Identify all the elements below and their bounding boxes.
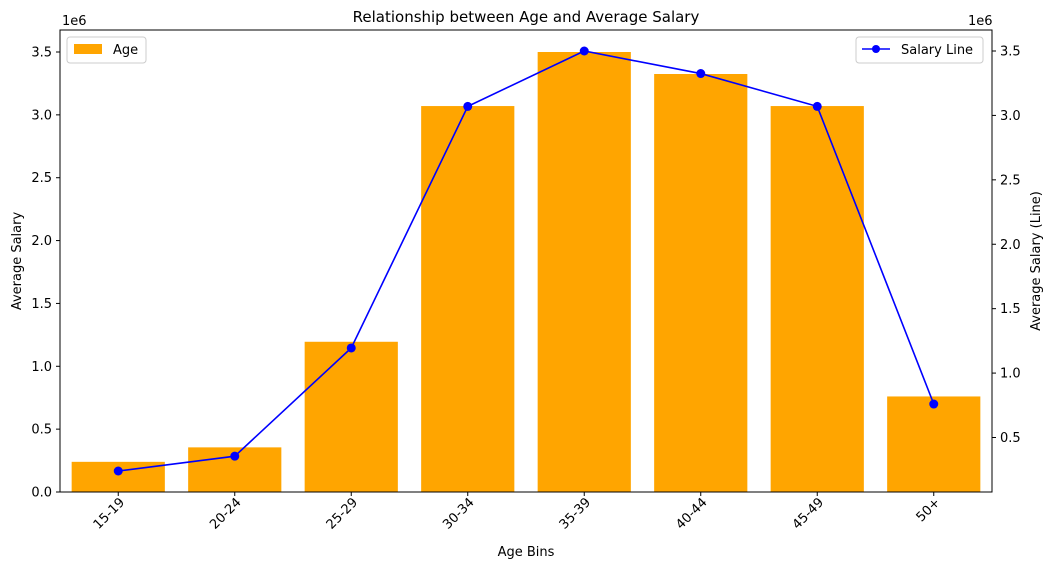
y-tick-label: 3.5 xyxy=(31,46,52,61)
axes-group: 0.0 0.5 1.0 1.5 2.0 2.5 3.0 3.5 0.5 1.0 1.5 2.0 2.5 3… xyxy=(31,45,1020,533)
bar-35-39 xyxy=(537,52,631,492)
bars-group xyxy=(71,52,981,493)
x-tick-label: 35-39 xyxy=(557,495,594,532)
y-right-tick-label: 1.0 xyxy=(1000,367,1021,382)
salary-point-40-44 xyxy=(696,69,706,79)
x-tick-label: 40-44 xyxy=(673,495,710,532)
salary-line-group xyxy=(113,46,939,476)
y-right-tick-label: 3.0 xyxy=(1000,109,1021,124)
right-axis-offset-label: 1e6 xyxy=(968,14,993,29)
legend-bar-frame xyxy=(66,36,147,64)
y-tick-label: 1.5 xyxy=(31,297,52,312)
legend-line: Salary Line xyxy=(855,36,984,64)
y-right-tick-label: 2.0 xyxy=(1000,238,1021,253)
salary-point-35-39 xyxy=(579,46,589,56)
salary-point-20-24 xyxy=(230,451,240,461)
y-tick-label: 3.0 xyxy=(31,108,52,123)
y-right-tick-label: 2.5 xyxy=(1000,173,1021,188)
legend-line-marker xyxy=(872,45,880,53)
chart-title: Relationship between Age and Average Sal… xyxy=(353,8,700,26)
y-tick-label: 1.0 xyxy=(31,360,52,375)
x-tick-label: 30-34 xyxy=(440,495,477,532)
y-right-tick-label: 1.5 xyxy=(1000,302,1021,317)
legend-line-frame xyxy=(855,36,984,64)
bar-25-29 xyxy=(304,341,398,492)
salary-point-45-49 xyxy=(812,101,822,111)
bar-45-49 xyxy=(770,106,864,493)
salary-line xyxy=(118,50,935,472)
bar-30-34 xyxy=(421,106,515,493)
legend-bar-label: Age xyxy=(113,43,138,58)
bar-40-44 xyxy=(654,74,748,492)
salary-point-25-29 xyxy=(346,343,356,353)
y-tick-label: 2.5 xyxy=(31,171,52,186)
x-tick-label: 15-19 xyxy=(91,495,128,532)
salary-point-50+ xyxy=(929,399,939,409)
salary-point-15-19 xyxy=(113,466,123,476)
plot-frame xyxy=(59,29,993,493)
bar-50+ xyxy=(887,396,981,492)
x-tick-label: 20-24 xyxy=(207,495,244,532)
left-axis-offset-label: 1e6 xyxy=(62,14,87,29)
legend-bar-swatch xyxy=(74,44,102,54)
x-tick-label: 45-49 xyxy=(790,495,827,532)
x-tick-label: 50+ xyxy=(914,495,944,525)
y-tick-label: 0.0 xyxy=(31,486,52,501)
y-tick-label: 0.5 xyxy=(31,423,52,438)
x-tick-label: 25-29 xyxy=(324,495,361,532)
y-right-tick-label: 0.5 xyxy=(1000,431,1021,446)
y-tick-label: 2.0 xyxy=(31,234,52,249)
y-right-tick-label: 3.5 xyxy=(1000,45,1021,60)
legend-line-label: Salary Line xyxy=(901,43,973,58)
legend-bar: Age xyxy=(66,36,147,64)
x-axis-label: Age Bins xyxy=(498,545,555,560)
y-axis-label-right: Average Salary (Line) xyxy=(1029,191,1044,331)
y-axis-label: Average Salary xyxy=(10,212,25,311)
salary-point-30-34 xyxy=(463,101,473,111)
